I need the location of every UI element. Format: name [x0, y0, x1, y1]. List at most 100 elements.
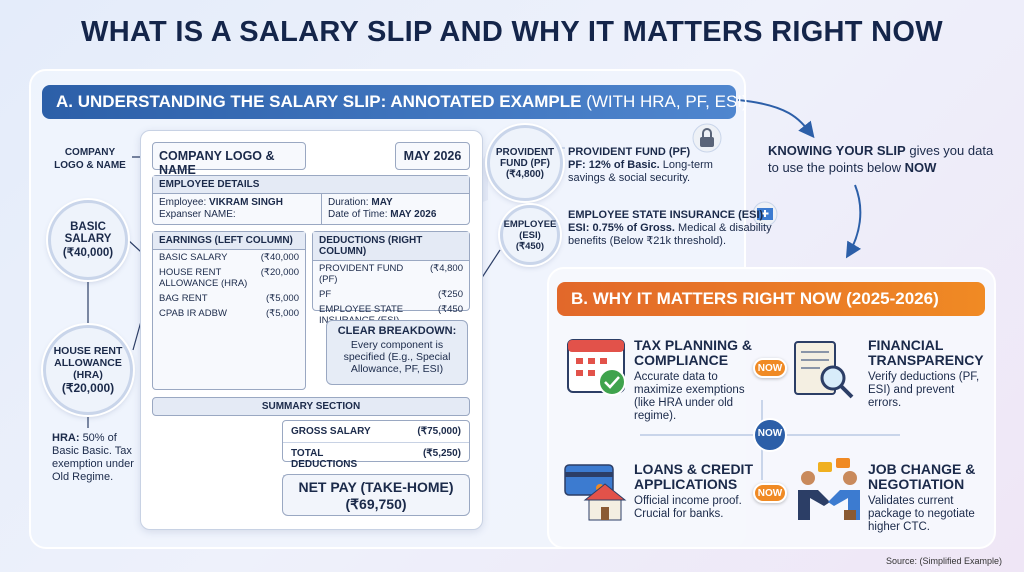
table-row: PROVIDENT FUND (PF) (₹4,800 — [313, 261, 469, 287]
details-heading: EMPLOYEE DETAILS — [153, 176, 469, 194]
earnings-heading: EARNINGS (LEFT COLUMN) — [153, 232, 305, 250]
basic-salary-circle: BASIC SALARY (₹40,000) — [48, 200, 128, 280]
arrow — [737, 99, 815, 139]
hra-label: HOUSE RENT ALLOWANCE (HRA) — [53, 345, 123, 381]
item-title: LOANS & CREDIT APPLICATIONS — [634, 461, 753, 492]
now-badge: NOW — [753, 358, 787, 378]
table-row: BAG RENT (₹5,000 — [153, 291, 305, 306]
bridge-lead: KNOWING YOUR SLIP — [768, 143, 906, 158]
row-amount: (₹40,000 — [260, 252, 299, 263]
date-label: Date of Time: — [328, 209, 388, 220]
pf-circle-label: PROVIDENT FUND (PF) — [495, 146, 555, 169]
net-amount: (₹69,750) — [345, 496, 407, 512]
now-center: NOW — [757, 428, 783, 439]
row-amount: (₹4,800 — [430, 263, 463, 274]
pf-title: PROVIDENT FUND (PF) — [568, 146, 691, 158]
hra-circle: HOUSE RENT ALLOWANCE (HRA) (₹20,000) — [43, 325, 133, 415]
breakdown-title: CLEAR BREAKDOWN: — [337, 325, 457, 337]
item-loans: LOANS & CREDIT APPLICATIONS Official inco… — [634, 462, 759, 521]
table-row: CPAB IR ADBW (₹5,000 — [153, 306, 305, 321]
hra-note-text: 50% of Basic Basic. Tax exemption under … — [52, 432, 134, 483]
table-row: HOUSE RENT ALLOWANCE (HRA) (₹20,000 — [153, 265, 305, 291]
breakdown-text: Every component is specified (E.g., Spec… — [343, 339, 451, 375]
item-text: Verify deductions (PF, ESI) and prevent … — [868, 371, 980, 409]
duration-label: Duration: — [328, 197, 369, 208]
calendar-icon — [567, 339, 626, 396]
item-text: Validates current package to negotiate h… — [868, 495, 975, 533]
date: MAY 2026 — [390, 209, 437, 220]
slip-month: MAY 2026 — [395, 142, 470, 170]
row-amount: (₹250 — [437, 289, 463, 300]
row-label: BASIC SALARY — [159, 252, 228, 263]
row-label: CPAB IR ADBW — [159, 308, 227, 319]
details-right: Duration: MAY Date of Time: MAY 2026 — [322, 194, 442, 224]
item-title: JOB CHANGE & NEGOTIATION — [868, 461, 976, 492]
esi-text: Medical & disability benefits (Below ₹21… — [568, 222, 772, 247]
section-b-heading: B. WHY IT MATTERS RIGHT NOW (2025-2026) — [557, 282, 985, 316]
row-amount: (₹5,000 — [266, 308, 299, 319]
row-amount: (₹5,000 — [266, 293, 299, 304]
handshake-icon — [798, 458, 860, 520]
row-label: BAG RENT — [159, 293, 208, 304]
details-body: Employee: VIKRAM SINGH Expanser NAME: Du… — [153, 194, 469, 224]
expanser: Expanser NAME: — [159, 209, 236, 220]
hra-note: HRA: 50% of Basic Basic. Tax exemption u… — [52, 432, 137, 484]
heading-note: (WITH HRA, PF, ESI) — [586, 92, 748, 111]
page-title: WHAT IS A SALARY SLIP AND WHY IT MATTERS… — [81, 16, 943, 48]
item-text: Accurate data to maximize exemptions (li… — [634, 371, 745, 422]
item-title: FINANCIAL TRANSPARENCY — [868, 337, 984, 368]
row-label: GROSS SALARY — [291, 426, 371, 437]
basic-amount: (₹40,000) — [62, 247, 114, 259]
hra-amount: (₹20,000) — [61, 381, 115, 395]
table-row: TOTAL DEDUCTIONS (₹5,250) — [283, 443, 469, 476]
document-icon — [794, 341, 854, 399]
now-badge: NOW — [753, 483, 787, 503]
item-title: TAX PLANNING & COMPLIANCE — [634, 337, 752, 368]
source-note: Source: (Simplified Example) — [885, 556, 1002, 566]
duration: MAY — [371, 197, 393, 208]
row-label: HOUSE RENT ALLOWANCE (HRA) — [159, 267, 248, 289]
item-job: JOB CHANGE & NEGOTIATION Validates curren… — [868, 462, 988, 534]
row-amount: (₹20,000 — [260, 267, 299, 278]
esi-circle-amount: (₹450) — [515, 240, 545, 252]
esi-circle: EMPLOYEE (ESI) (₹450) — [500, 205, 560, 265]
arrow — [845, 184, 862, 259]
clinic-icon — [752, 201, 778, 227]
employee-name: VIKRAM SINGH — [209, 197, 283, 208]
item-text: Official income proof. Crucial for banks… — [634, 495, 742, 520]
details-left: Employee: VIKRAM SINGH Expanser NAME: — [153, 194, 322, 224]
pf-note: PROVIDENT FUND (PF) PF: 12% of Basic. Lon… — [568, 146, 728, 185]
row-amount: (₹75,000) — [417, 426, 461, 437]
slip-company: COMPANY LOGO & NAME — [152, 142, 306, 177]
employee-label: Employee: — [159, 197, 207, 208]
table-row: PF (₹250 — [313, 287, 469, 302]
net-pay: NET PAY (TAKE-HOME) (₹69,750) — [282, 474, 470, 516]
pf-circle: PROVIDENT FUND (PF) (₹4,800) — [487, 125, 563, 201]
basic-label: BASIC SALARY — [64, 221, 112, 245]
row-label: PROVIDENT FUND (PF) — [319, 263, 404, 285]
pf-lead: PF: 12% of Basic. — [568, 159, 660, 171]
table-row: BASIC SALARY (₹40,000 — [153, 250, 305, 265]
breakdown-callout: CLEAR BREAKDOWN: Every component is spec… — [326, 320, 468, 385]
pf-circle-amount: (₹4,800) — [505, 168, 545, 180]
bridge-text: KNOWING YOUR SLIP gives you data to use … — [768, 142, 1003, 176]
esi-title: EMPLOYEE STATE INSURANCE (ESI) — [568, 209, 764, 221]
row-label: PF — [319, 289, 332, 300]
lock-icon — [692, 123, 722, 153]
earnings-table: EARNINGS (LEFT COLUMN) BASIC SALARY (₹40,0… — [152, 231, 306, 390]
summary-heading: SUMMARY SECTION — [152, 397, 470, 416]
item-transparency: FINANCIAL TRANSPARENCY Verify deductions … — [868, 338, 988, 410]
section-a-heading: A. UNDERSTANDING THE SALARY SLIP: ANNOTA… — [42, 85, 748, 119]
employee-details: EMPLOYEE DETAILS Employee: VIKRAM SINGH … — [152, 175, 470, 225]
card-house-icon — [564, 464, 627, 521]
esi-circle-label: EMPLOYEE (ESI) — [503, 218, 557, 241]
deductions-heading: DEDUCTIONS (RIGHT COLUMN) — [313, 232, 469, 261]
deductions-table: DEDUCTIONS (RIGHT COLUMN) PROVIDENT FUND … — [312, 231, 470, 326]
row-amount: (₹450 — [437, 304, 463, 315]
item-tax: TAX PLANNING & COMPLIANCE Accurate data t… — [634, 338, 759, 423]
company-callout: COMPANY LOGO & NAME — [54, 147, 126, 171]
heading-text: A. UNDERSTANDING THE SALARY SLIP: ANNOTA… — [56, 92, 582, 111]
center-badge — [753, 418, 787, 452]
